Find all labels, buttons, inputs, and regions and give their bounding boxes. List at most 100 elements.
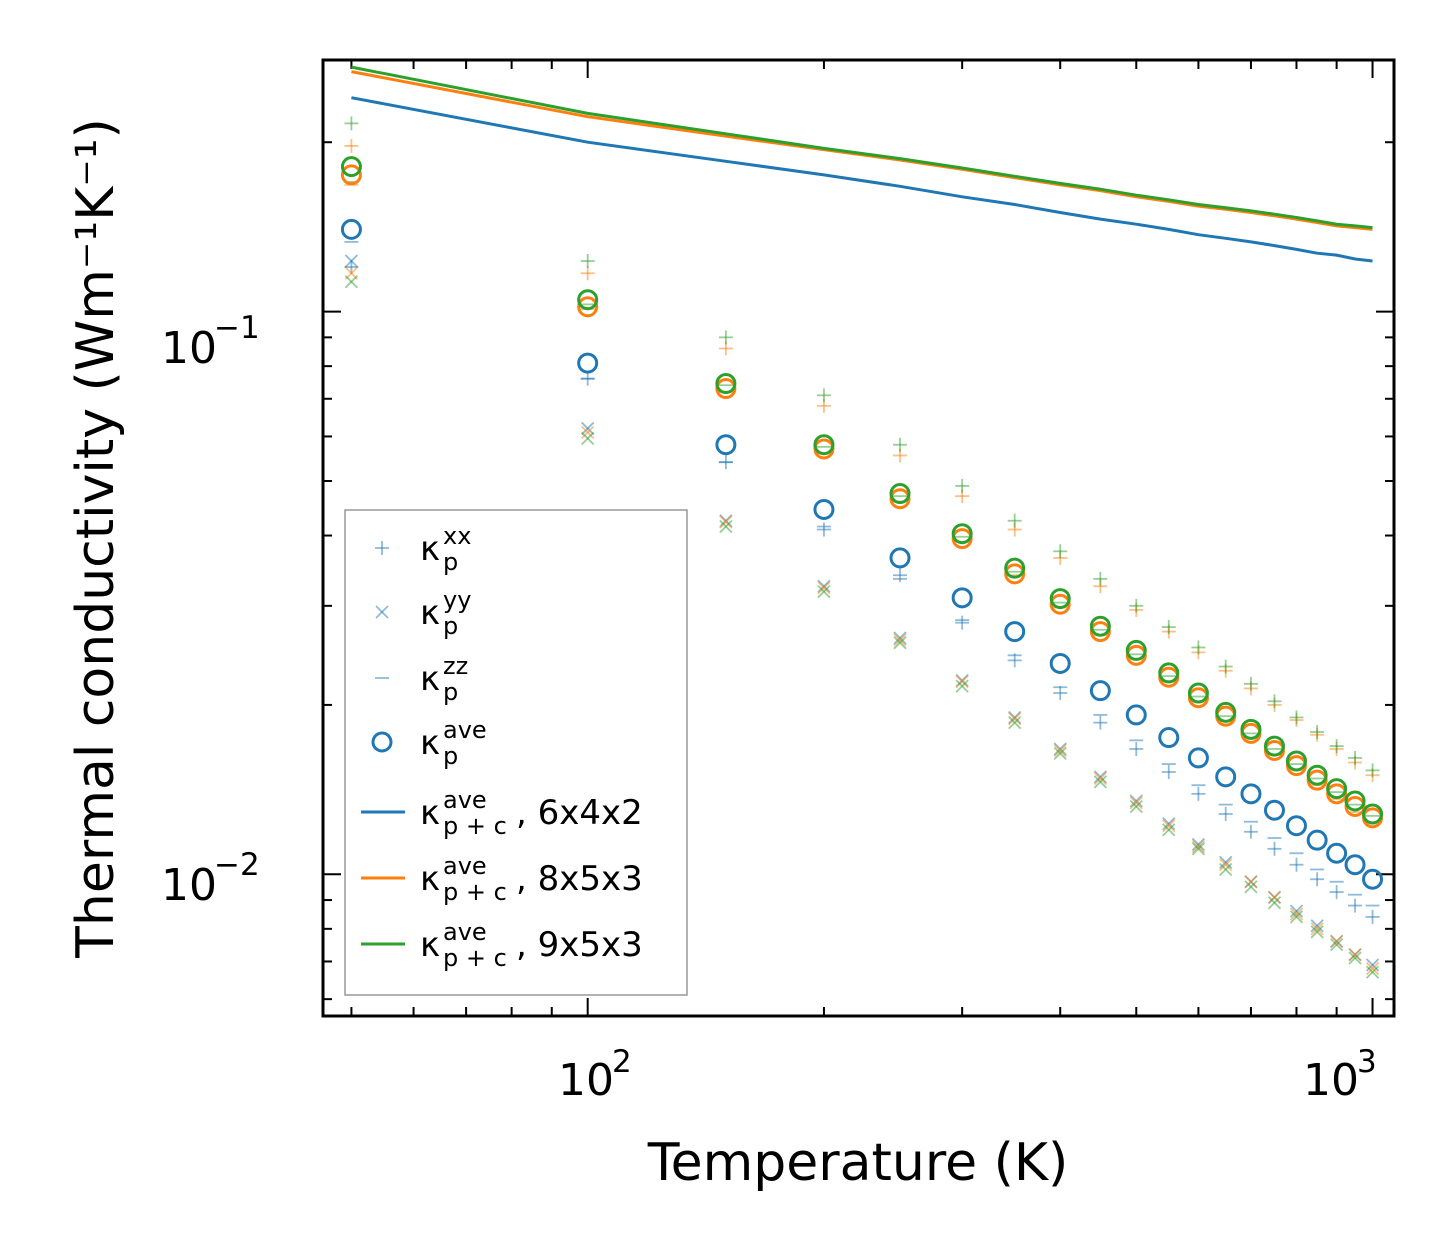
- point-kxx-6x4x2: [1218, 806, 1233, 821]
- point-kave-6x4x2: [1326, 842, 1348, 864]
- cross-stroke: [1191, 837, 1206, 852]
- point-kxx-6x4x2: [955, 615, 970, 630]
- point-kave-6x4x2: [1362, 868, 1384, 890]
- point-kyy-8x5x3: [1191, 839, 1206, 854]
- cross-stroke: [1129, 799, 1143, 814]
- legend-kappa: κ: [420, 723, 440, 763]
- point-kyy-9x5x3: [1093, 775, 1107, 789]
- point-kave-9x5x3: [951, 523, 973, 545]
- point-kave-6x4x2: [1240, 783, 1262, 805]
- point-kyy-8x5x3: [1053, 743, 1067, 758]
- point-kyy-9x5x3: [1162, 823, 1176, 837]
- point-kave-6x4x2: [715, 434, 737, 456]
- point-kyy-9x5x3: [581, 431, 595, 446]
- cross-stroke: [1129, 794, 1143, 808]
- cross-stroke: [1162, 817, 1176, 831]
- point-kyy-8x5x3: [1267, 890, 1282, 904]
- point-kxx-6x4x2: [1365, 909, 1380, 924]
- point-kave-9x5x3: [715, 373, 737, 395]
- plot-frame: [321, 58, 1396, 1018]
- legend-item: κ xxp: [375, 522, 471, 576]
- point-kave-9x5x3: [1344, 790, 1366, 812]
- point-kxx-6x4x2: [1267, 841, 1282, 856]
- point-kxx-6x4x2: [1093, 715, 1108, 730]
- point-kave-9x5x3: [1187, 682, 1209, 704]
- cross-stroke: [1365, 961, 1380, 976]
- point-kave-9x5x3: [813, 434, 835, 456]
- point-kave-9x5x3: [1004, 557, 1026, 579]
- point-kave-8x5x3: [1049, 593, 1071, 615]
- legend-item: κ zzp: [375, 652, 468, 706]
- point-kxx-6x4x2: [344, 260, 359, 275]
- line-kpc-ave-6x4x2: [351, 96, 1373, 263]
- legend-subscript: p + c: [443, 812, 507, 840]
- point-kave-6x4x2: [1344, 854, 1366, 876]
- legend-marker-cross: [375, 605, 389, 619]
- cross-stroke: [1267, 896, 1282, 910]
- cross-stroke: [719, 515, 733, 529]
- cross-stroke: [817, 584, 831, 599]
- legend-kappa: κ: [420, 593, 440, 633]
- y-tick-label-0.1: 10 −1: [161, 310, 260, 374]
- cross-stroke: [1008, 712, 1022, 726]
- point-kxx-6x4x2: [1191, 786, 1206, 801]
- point-kyy-8x5x3: [1329, 934, 1344, 949]
- cross-stroke: [1093, 775, 1107, 789]
- cross-stroke: [817, 579, 831, 593]
- legend-box: [344, 509, 688, 996]
- point-kyy-8x5x3: [1219, 858, 1233, 872]
- legend-kappa: κ: [420, 529, 440, 569]
- cross-stroke: [1129, 796, 1143, 810]
- point-kyy-9x5x3: [1310, 925, 1324, 939]
- point-kxx-9x5x3: [1191, 640, 1206, 655]
- point-kyy-6x4x2: [1008, 710, 1022, 725]
- cross-stroke: [1053, 746, 1067, 761]
- x-tick-base: 10: [1303, 1055, 1359, 1106]
- point-kyy-6x4x2: [344, 254, 359, 268]
- cross-stroke: [1267, 890, 1282, 904]
- point-kave-9x5x3: [1326, 778, 1348, 800]
- cross-stroke: [893, 636, 907, 650]
- point-kyy-9x5x3: [1348, 951, 1362, 965]
- point-kave-8x5x3: [1344, 795, 1366, 817]
- point-kxx-6x4x2: [1329, 885, 1344, 900]
- point-kyy-8x5x3: [817, 581, 831, 595]
- point-kave-6x4x2: [1285, 815, 1307, 837]
- legend-kappa: κ: [420, 859, 440, 899]
- legend-subscript: p: [443, 742, 458, 770]
- legend-subscript: p: [443, 678, 458, 706]
- point-kave-9x5x3: [1125, 639, 1147, 661]
- point-kyy-9x5x3: [1129, 799, 1143, 814]
- point-kyy-9x5x3: [955, 679, 969, 693]
- cross-stroke: [955, 679, 969, 693]
- point-kyy-8x5x3: [1289, 907, 1304, 921]
- cross-stroke: [893, 633, 907, 647]
- point-kave-6x4x2: [1306, 829, 1328, 851]
- point-kave-8x5x3: [1004, 563, 1026, 585]
- point-kyy-8x5x3: [1093, 771, 1107, 786]
- point-kave-9x5x3: [1362, 803, 1384, 825]
- point-kxx-9x5x3: [1289, 710, 1304, 725]
- point-kxx-9x5x3: [1310, 725, 1325, 740]
- point-kave-6x4x2: [1125, 704, 1147, 726]
- point-kxx-9x5x3: [1348, 750, 1363, 765]
- legend-item: κ yyp: [375, 586, 471, 640]
- legend-subscript: p: [443, 548, 458, 576]
- point-kyy-6x4x2: [1093, 770, 1107, 784]
- point-kave-6x4x2: [889, 547, 911, 569]
- legend-subscript: p: [443, 612, 458, 640]
- point-kxx-9x5x3: [1243, 676, 1258, 691]
- y-tick-exponent: −1: [214, 310, 260, 346]
- point-kave-6x4x2: [1049, 652, 1071, 674]
- point-kave-9x5x3: [1240, 718, 1262, 740]
- x-axis-title: Temperature (K): [647, 1133, 1069, 1193]
- point-kave-9x5x3: [1285, 750, 1307, 772]
- point-kyy-8x5x3: [1008, 712, 1022, 726]
- point-kave-9x5x3: [1306, 764, 1328, 786]
- y-axis-title: Thermal conductivity (Wm⁻¹K⁻¹): [66, 118, 126, 959]
- point-kxx-9x5x3: [1053, 544, 1068, 559]
- legend-superscript: yy: [443, 586, 471, 614]
